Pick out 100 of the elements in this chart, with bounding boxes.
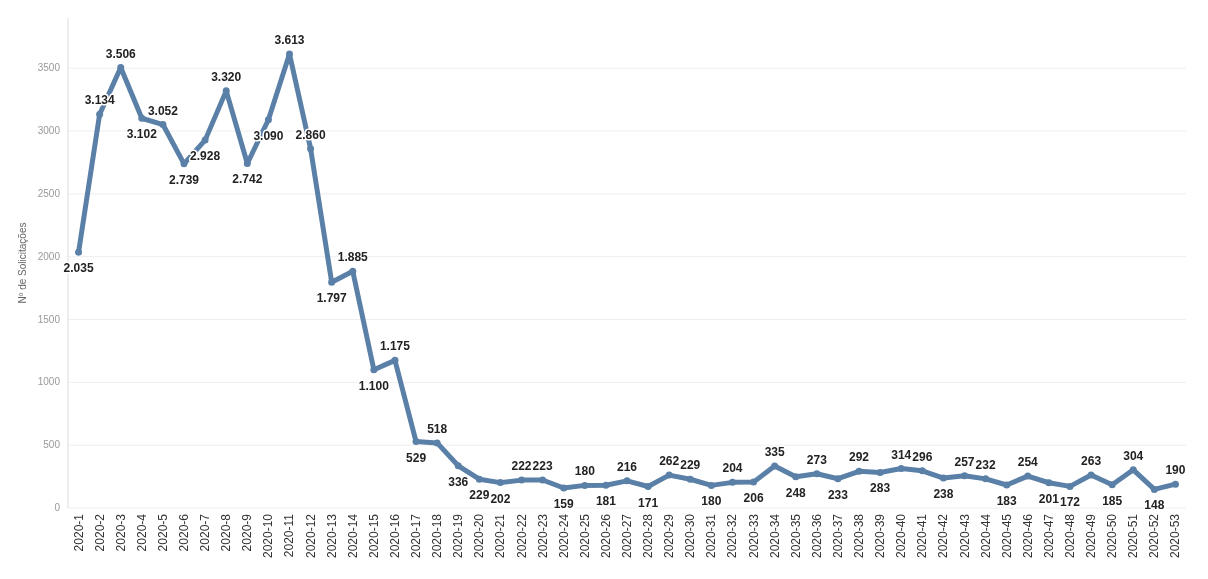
x-tick-label: 2020-39 bbox=[873, 513, 888, 559]
x-tick-label: 2020-27 bbox=[620, 513, 634, 559]
x-tick-label: 2020-38 bbox=[852, 513, 867, 559]
x-tick-label: 2020-46 bbox=[1020, 513, 1035, 559]
point bbox=[982, 475, 990, 483]
point bbox=[475, 475, 483, 483]
data-label: 229 bbox=[469, 488, 490, 503]
x-tick-label: 2020-41 bbox=[915, 513, 930, 559]
x-tick-label: 2020-5 bbox=[155, 513, 170, 552]
x-tick-label: 2020-7 bbox=[198, 513, 213, 552]
point bbox=[518, 476, 526, 484]
point bbox=[1171, 480, 1179, 488]
data-label: 233 bbox=[827, 487, 849, 502]
x-tick-label: 2020-1 bbox=[71, 513, 86, 552]
point bbox=[876, 468, 884, 476]
data-label: 2.035 bbox=[63, 261, 94, 276]
x-tick-label: 2020-18 bbox=[430, 513, 445, 559]
data-label: 3.320 bbox=[211, 69, 242, 84]
x-tick-label: 2020-31 bbox=[704, 513, 719, 559]
data-label: 336 bbox=[448, 474, 469, 489]
point bbox=[264, 116, 272, 124]
x-tick-label: 2020-12 bbox=[303, 513, 318, 559]
data-label: 3.506 bbox=[105, 46, 137, 61]
point bbox=[623, 477, 631, 485]
x-tick-label: 2020-17 bbox=[409, 513, 424, 559]
x-tick-label: 2020-9 bbox=[240, 513, 255, 552]
data-label: 185 bbox=[1102, 493, 1123, 508]
data-label: 2.742 bbox=[232, 172, 263, 187]
data-label: 190 bbox=[1165, 463, 1186, 478]
data-label: 148 bbox=[1144, 498, 1165, 513]
y-axis-title: Nº de Solicitações bbox=[17, 222, 28, 304]
point bbox=[602, 481, 610, 489]
x-tick-label: 2020-8 bbox=[219, 513, 234, 552]
point bbox=[665, 471, 673, 479]
data-label: 254 bbox=[1017, 455, 1039, 470]
point bbox=[581, 481, 589, 489]
y-tick-label: 1000 bbox=[37, 376, 61, 388]
point bbox=[454, 462, 462, 470]
data-label: 273 bbox=[806, 452, 828, 467]
data-label: 304 bbox=[1123, 448, 1144, 463]
data-label: 183 bbox=[996, 494, 1018, 509]
x-tick-label: 2020-34 bbox=[767, 513, 782, 559]
data-label: 216 bbox=[616, 459, 638, 474]
x-tick-label: 2020-15 bbox=[366, 513, 381, 559]
point bbox=[1150, 485, 1158, 493]
x-tick-label: 2020-40 bbox=[894, 513, 909, 559]
data-label: 229 bbox=[680, 458, 701, 473]
x-tick-label: 2020-36 bbox=[809, 513, 824, 559]
point bbox=[961, 472, 969, 480]
data-label: 181 bbox=[595, 494, 617, 509]
x-tick-label: 2020-19 bbox=[451, 513, 466, 559]
data-label: 314 bbox=[891, 447, 912, 462]
point bbox=[813, 470, 821, 478]
data-label: 3.052 bbox=[147, 103, 179, 118]
x-tick-label: 2020-4 bbox=[134, 513, 149, 552]
data-label: 292 bbox=[849, 450, 870, 465]
point bbox=[1129, 466, 1137, 474]
x-tick-label: 2020-49 bbox=[1084, 513, 1099, 559]
y-tick-label: 1500 bbox=[37, 313, 61, 325]
point bbox=[1024, 472, 1032, 480]
data-label: 159 bbox=[553, 497, 575, 512]
y-tick-label: 3500 bbox=[37, 62, 61, 74]
data-label: 1.885 bbox=[337, 250, 369, 265]
x-tick-label: 2020-32 bbox=[725, 513, 740, 559]
x-tick-label: 2020-22 bbox=[514, 513, 529, 559]
data-label: 180 bbox=[701, 494, 722, 509]
point bbox=[159, 121, 167, 129]
data-label: 529 bbox=[406, 450, 427, 465]
x-tick-label: 2020-52 bbox=[1147, 513, 1162, 559]
x-tick-label: 2020-6 bbox=[177, 513, 192, 552]
data-label: 206 bbox=[743, 491, 764, 506]
point bbox=[686, 475, 694, 483]
point bbox=[1066, 482, 1074, 490]
point bbox=[412, 438, 420, 446]
x-tick-label: 2020-14 bbox=[345, 513, 360, 559]
point bbox=[644, 483, 652, 491]
point bbox=[138, 114, 146, 122]
data-label: 180 bbox=[574, 464, 596, 479]
data-label: 222 bbox=[511, 459, 532, 474]
data-label: 263 bbox=[1081, 453, 1102, 468]
data-label: 223 bbox=[532, 458, 553, 473]
point bbox=[285, 50, 293, 58]
point bbox=[96, 110, 104, 118]
x-tick-label: 2020-37 bbox=[830, 513, 845, 559]
y-tick-label: 3000 bbox=[37, 125, 61, 137]
data-label: 296 bbox=[912, 449, 933, 464]
x-tick-label: 2020-25 bbox=[577, 513, 592, 559]
data-label: 202 bbox=[490, 491, 511, 506]
x-tick-label: 2020-11 bbox=[282, 513, 297, 558]
data-label: 257 bbox=[954, 454, 975, 469]
data-label: 201 bbox=[1038, 491, 1060, 506]
x-tick-label: 2020-21 bbox=[493, 513, 508, 559]
point bbox=[707, 481, 715, 489]
data-label: 171 bbox=[638, 495, 659, 510]
data-label: 248 bbox=[785, 485, 807, 500]
point bbox=[728, 478, 736, 486]
point bbox=[1045, 479, 1053, 487]
point bbox=[117, 64, 125, 71]
data-label: 3.613 bbox=[274, 33, 305, 48]
point bbox=[433, 439, 441, 447]
